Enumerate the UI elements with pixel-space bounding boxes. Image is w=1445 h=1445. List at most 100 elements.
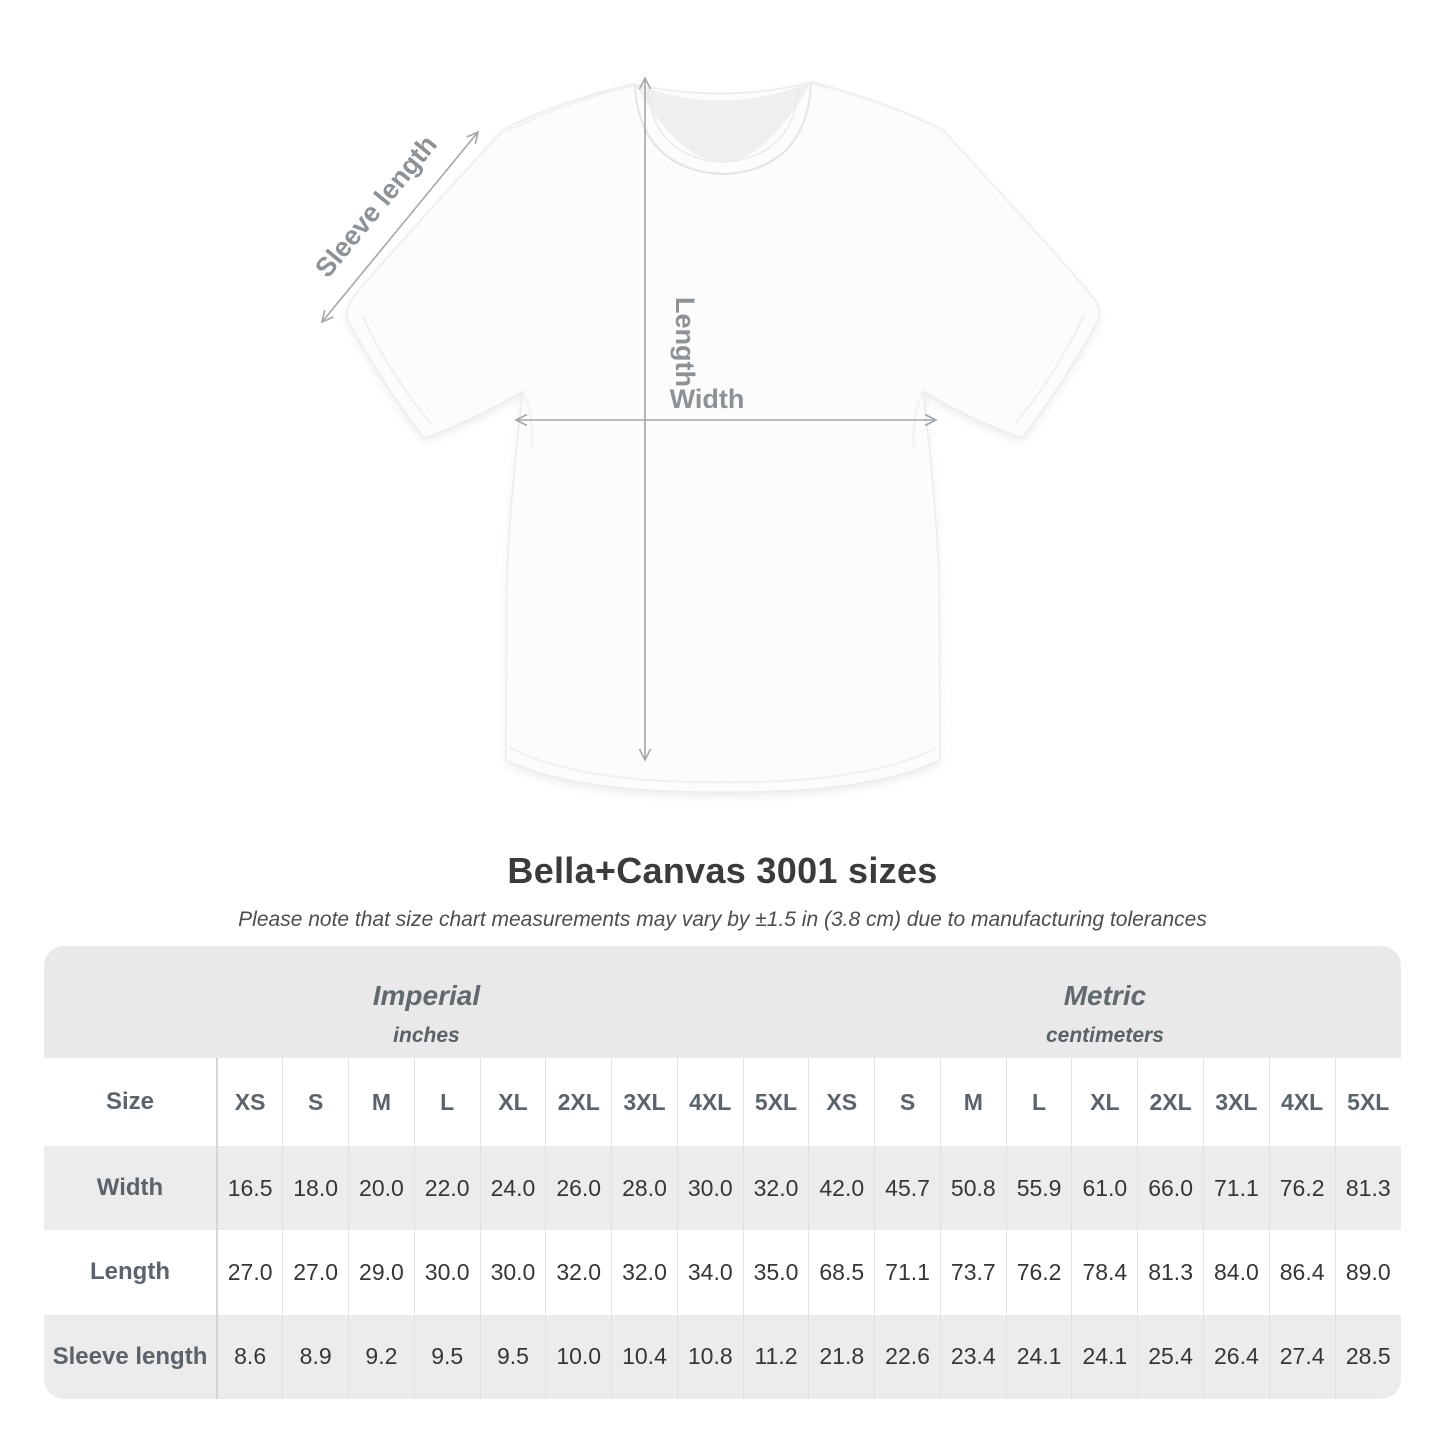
size-table-grid: Imperial inches Metric centimeters Size …	[44, 946, 1401, 1399]
measurement-value: 89.0	[1334, 1230, 1401, 1315]
measurement-value: 16.5	[216, 1146, 283, 1231]
tshirt-measurement-diagram: Sleeve length Length Width	[309, 76, 1100, 797]
metric-unit-label: centimeters	[1046, 1024, 1164, 1047]
measurement-value: 23.4	[939, 1314, 1007, 1399]
measurement-value: 24.0	[479, 1146, 546, 1231]
measurement-value: 86.4	[1268, 1230, 1336, 1315]
measurement-row: Width 16.5 18.0 20.0 22.0 24.0 26.0 28.0 30.0 32.…	[44, 1146, 1401, 1231]
size-column-header: 4XL	[1268, 1058, 1336, 1146]
measurement-value: 32.0	[742, 1146, 809, 1231]
measurement-value: 8.6	[216, 1314, 283, 1399]
measurement-value: 27.0	[216, 1230, 283, 1315]
measurement-value: 71.1	[1202, 1146, 1270, 1231]
measurement-annotations	[320, 76, 938, 762]
collar-inner-edge	[647, 87, 799, 163]
hem-stitch	[509, 747, 937, 784]
measurement-value: 27.0	[282, 1230, 349, 1315]
measurement-value: 76.2	[1268, 1146, 1336, 1231]
cuff-stitch-right	[1013, 314, 1085, 426]
size-table: Imperial inches Metric centimeters Size …	[44, 946, 1401, 1399]
measurement-value: 45.7	[874, 1146, 941, 1231]
measurement-value: 29.0	[348, 1230, 415, 1315]
size-column-header: 3XL	[611, 1058, 678, 1146]
shoulder-seam-right	[812, 83, 944, 131]
measurement-value: 30.0	[479, 1230, 546, 1315]
size-header-row: Size XS S M L XL 2XL 3XL 4XL 5XL XS S M L XL 2XL 3XL 4XL…	[44, 1058, 1401, 1146]
measurement-row: Sleeve length 8.6 8.9 9.2 9.5 9.5 10.0 10.4 10.8…	[44, 1314, 1401, 1399]
measurement-value: 42.0	[808, 1146, 875, 1231]
measurement-value: 55.9	[1005, 1146, 1072, 1231]
page-title: Bella+Canvas 3001 sizes	[507, 850, 938, 891]
measurement-value: 28.5	[1334, 1314, 1401, 1399]
measurement-value: 24.1	[1005, 1314, 1072, 1399]
measurement-value: 27.4	[1268, 1314, 1336, 1399]
measurement-value: 8.9	[282, 1314, 349, 1399]
measurement-value: 32.0	[545, 1230, 612, 1315]
measurement-value: 73.7	[939, 1230, 1007, 1315]
measurement-value: 10.4	[611, 1314, 678, 1399]
imperial-label: Imperial	[372, 980, 481, 1011]
measurement-value: 30.0	[676, 1146, 744, 1231]
size-column-header: XS	[808, 1058, 875, 1146]
measurement-value: 68.5	[808, 1230, 875, 1315]
size-column-header: 5XL	[742, 1058, 809, 1146]
measurement-row-label: Length	[90, 1258, 170, 1286]
measurement-value: 24.1	[1071, 1314, 1138, 1399]
measurement-value: 61.0	[1071, 1146, 1138, 1231]
unit-group-row: Imperial inches Metric centimeters	[44, 946, 1401, 1058]
size-column-header: 3XL	[1202, 1058, 1270, 1146]
measurement-value: 22.6	[874, 1314, 941, 1399]
width-label: Width	[670, 384, 745, 414]
length-label: Length	[670, 297, 700, 387]
size-column-header: S	[874, 1058, 941, 1146]
measurement-value: 21.8	[808, 1314, 875, 1399]
measurement-value: 81.3	[1137, 1230, 1204, 1315]
size-column-header: 2XL	[545, 1058, 612, 1146]
size-column-header: XL	[479, 1058, 546, 1146]
unit-group-metric: Metric centimeters	[808, 946, 1401, 1058]
measurement-value: 9.2	[348, 1314, 415, 1399]
size-column-header: L	[413, 1058, 481, 1146]
imperial-unit-label: inches	[393, 1024, 460, 1047]
measurement-value: 9.5	[479, 1314, 546, 1399]
measurement-value: 50.8	[939, 1146, 1007, 1231]
measurement-value: 32.0	[611, 1230, 678, 1315]
measurement-value: 76.2	[1005, 1230, 1072, 1315]
cuff-stitch-left	[361, 314, 433, 426]
measurement-value: 81.3	[1334, 1146, 1401, 1231]
measurement-value: 78.4	[1071, 1230, 1138, 1315]
tshirt-illustration	[346, 81, 1100, 797]
tolerance-note: Please note that size chart measurements…	[238, 908, 1207, 931]
measurement-value: 11.2	[742, 1314, 809, 1399]
measurement-value: 22.0	[413, 1146, 481, 1231]
shoulder-seam-left	[504, 85, 634, 133]
size-column-header: L	[1005, 1058, 1072, 1146]
size-column-header: M	[939, 1058, 1007, 1146]
metric-label: Metric	[1063, 980, 1147, 1011]
size-column-header: 5XL	[1334, 1058, 1401, 1146]
tshirt-body	[346, 81, 1100, 793]
unit-group-imperial: Imperial inches	[44, 946, 809, 1058]
measurement-row-label: Sleeve length	[52, 1342, 208, 1370]
size-table-body: Width 16.5 18.0 20.0 22.0 24.0 26.0 28.0 30.0 32.…	[44, 1146, 1401, 1399]
measurement-value: 71.1	[874, 1230, 941, 1315]
measurement-value: 26.0	[545, 1146, 612, 1231]
size-column-header: XS	[216, 1058, 283, 1146]
measurement-value: 66.0	[1137, 1146, 1204, 1231]
measurement-value: 26.4	[1202, 1314, 1270, 1399]
size-column-header: 2XL	[1137, 1058, 1204, 1146]
measurement-value: 34.0	[676, 1230, 744, 1315]
size-column-header: M	[348, 1058, 415, 1146]
measurement-row: Length 27.0 27.0 29.0 30.0 30.0 32.0 32.0 34.0 35…	[44, 1230, 1401, 1315]
measurement-row-label: Width	[96, 1174, 164, 1202]
measurement-value: 84.0	[1202, 1230, 1270, 1315]
size-column-header: XL	[1071, 1058, 1138, 1146]
measurement-value: 9.5	[413, 1314, 481, 1399]
size-corner-header: Size	[105, 1088, 155, 1115]
neck-opening	[635, 82, 811, 162]
measurement-value: 35.0	[742, 1230, 809, 1315]
size-column-header: S	[282, 1058, 349, 1146]
measurement-value: 20.0	[348, 1146, 415, 1231]
measurement-value: 18.0	[282, 1146, 349, 1231]
